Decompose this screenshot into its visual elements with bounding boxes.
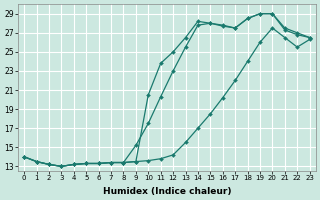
X-axis label: Humidex (Indice chaleur): Humidex (Indice chaleur) [103,187,231,196]
